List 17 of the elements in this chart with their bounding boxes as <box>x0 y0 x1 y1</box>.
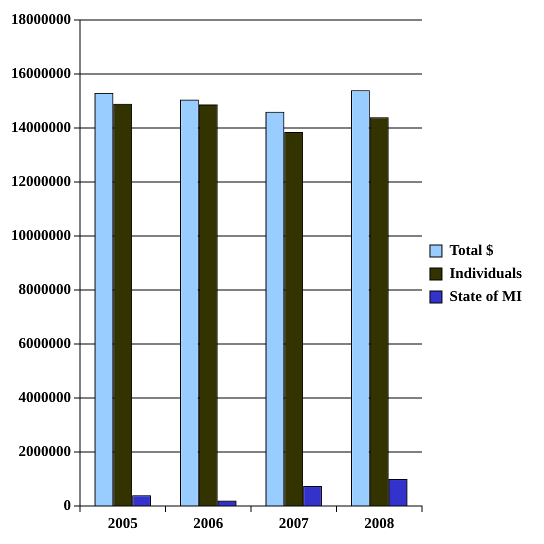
x-tick-label: 2007 <box>278 516 310 532</box>
legend-label: State of MI <box>449 288 522 305</box>
y-tick-label: 6000000 <box>18 336 71 352</box>
y-tick-label: 16000000 <box>11 66 71 82</box>
y-tick-label: 4000000 <box>18 390 71 406</box>
legend-label: Total $ <box>449 242 494 259</box>
y-tick-label: 14000000 <box>11 120 71 136</box>
y-tick-label: 18000000 <box>11 12 71 28</box>
y-tick-label: 12000000 <box>11 174 71 190</box>
y-tick-label: 10000000 <box>11 228 71 244</box>
y-tick-label: 0 <box>64 498 71 514</box>
x-tick-label: 2005 <box>108 516 138 532</box>
y-tick-label: 8000000 <box>18 282 71 298</box>
x-tick-label: 2006 <box>193 516 224 532</box>
x-tick-label: 2008 <box>364 516 394 532</box>
legend-label: Individuals <box>449 266 522 282</box>
y-tick-label: 2000000 <box>18 444 71 460</box>
